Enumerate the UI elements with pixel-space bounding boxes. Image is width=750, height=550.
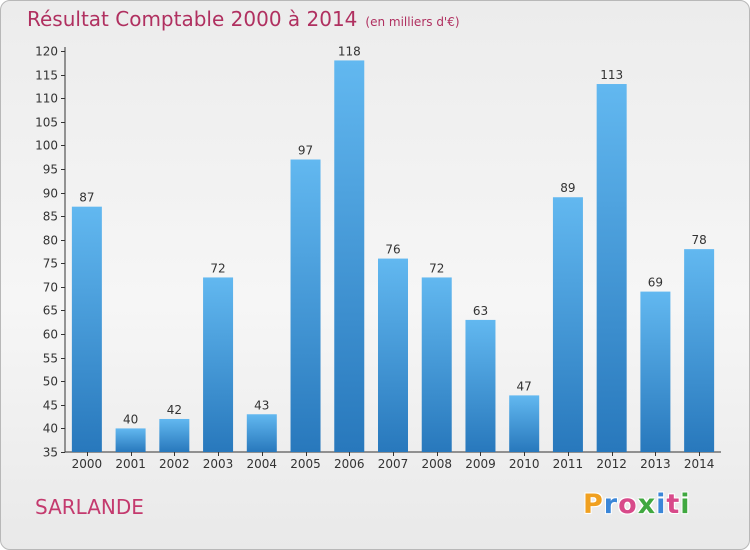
y-tick-label: 45: [43, 399, 58, 413]
bar-2010: [509, 395, 540, 452]
logo-letter: r: [603, 489, 619, 520]
x-tick-label: 2006: [334, 457, 365, 471]
bar-value-label: 87: [79, 191, 94, 205]
bar-value-label: 63: [473, 304, 488, 318]
y-tick-label: 50: [43, 375, 58, 389]
bar-value-label: 72: [210, 261, 225, 275]
x-tick-label: 2004: [247, 457, 278, 471]
y-tick-label: 90: [43, 187, 58, 201]
bar-value-label: 76: [385, 243, 400, 257]
x-tick-label: 2005: [290, 457, 321, 471]
title-line: Résultat Comptable 2000 à 2014 (en millie…: [27, 7, 460, 31]
y-tick-label: 110: [35, 92, 58, 106]
x-tick-label: 2011: [553, 457, 584, 471]
y-tick-label: 65: [43, 304, 58, 318]
bar-value-label: 97: [298, 144, 313, 158]
bar-2013: [640, 291, 671, 452]
bar-2014: [684, 249, 715, 452]
y-tick-label: 120: [35, 45, 58, 59]
bar-2002: [159, 418, 190, 452]
y-tick-label: 55: [43, 352, 58, 366]
bar-2003: [203, 277, 234, 452]
x-tick-label: 2003: [203, 457, 234, 471]
y-tick-label: 75: [43, 257, 58, 271]
proxiti-logo: Proxiti: [583, 489, 691, 520]
y-tick-label: 100: [35, 139, 58, 153]
chart-subtitle: (en milliers d'€): [365, 15, 460, 29]
bar-2008: [421, 277, 452, 452]
x-tick-label: 2000: [72, 457, 103, 471]
bar-2009: [465, 319, 496, 452]
bar-value-label: 89: [560, 181, 575, 195]
commune-name: SARLANDE: [35, 495, 144, 519]
logo-letter: o: [618, 489, 638, 520]
x-axis: 2000 2001 2002 2003 2004 2005 2006 2007 2008 2009…: [72, 452, 715, 471]
bar-value-label: 43: [254, 398, 269, 412]
logo-letter: t: [666, 489, 681, 520]
bar-value-label: 72: [429, 261, 444, 275]
y-tick-label: 35: [43, 446, 58, 460]
logo-letter: i: [656, 489, 667, 520]
y-tick-label: 115: [35, 69, 58, 83]
bar-value-label: 47: [517, 379, 532, 393]
logo-letter: P: [583, 489, 604, 520]
y-tick-label: 105: [35, 116, 58, 130]
bar-value-label: 69: [648, 276, 663, 290]
bar-2012: [596, 84, 627, 452]
y-tick-label: 85: [43, 210, 58, 224]
y-tick-label: 70: [43, 281, 58, 295]
y-tick-label: 60: [43, 328, 58, 342]
x-tick-label: 2014: [684, 457, 715, 471]
x-tick-label: 2009: [465, 457, 496, 471]
x-tick-label: 2008: [421, 457, 452, 471]
y-tick-label: 40: [43, 422, 58, 436]
bar-2005: [290, 159, 321, 452]
bar-2011: [552, 197, 583, 452]
x-tick-label: 2013: [640, 457, 671, 471]
chart-title: Résultat Comptable 2000 à 2014: [27, 7, 358, 31]
bar-value-label: 40: [123, 412, 138, 426]
logo-letter: i: [680, 489, 691, 520]
bar-value-label: 78: [691, 233, 706, 247]
x-tick-label: 2001: [115, 457, 146, 471]
x-tick-label: 2010: [509, 457, 540, 471]
x-tick-label: 2002: [159, 457, 190, 471]
x-tick-label: 2012: [596, 457, 627, 471]
bar-value-label: 113: [600, 68, 623, 82]
bars: 87 40 42 72 43 97 118 76 72 63 47 89 113 69 78: [71, 44, 715, 452]
bar-2006: [334, 60, 365, 452]
y-tick-label: 95: [43, 163, 58, 177]
bar-2004: [246, 414, 277, 452]
bar-2000: [71, 206, 102, 452]
bar-2007: [378, 258, 408, 452]
logo-letter: x: [637, 489, 657, 520]
bar-2001: [115, 428, 146, 452]
x-tick-label: 2007: [378, 457, 409, 471]
y-axis: 35 40 45 50 55 60 65 70 75 80 85 90 95 100 105 110 115 12…: [35, 45, 721, 460]
y-tick-label: 80: [43, 234, 58, 248]
bar-value-label: 42: [167, 403, 182, 417]
bar-value-label: 118: [338, 44, 361, 58]
